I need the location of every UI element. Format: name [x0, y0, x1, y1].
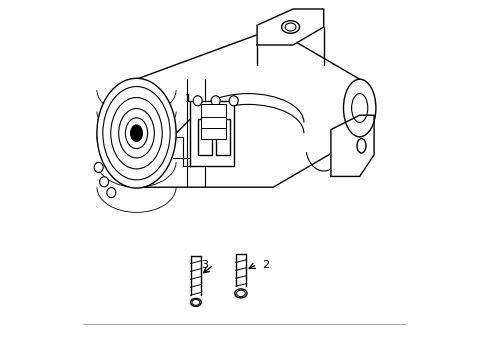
Ellipse shape: [100, 177, 108, 187]
Ellipse shape: [234, 289, 246, 298]
Text: 3: 3: [201, 260, 208, 270]
Ellipse shape: [211, 96, 220, 106]
FancyBboxPatch shape: [197, 119, 212, 155]
Ellipse shape: [106, 188, 116, 198]
Ellipse shape: [94, 162, 103, 172]
Ellipse shape: [97, 78, 176, 188]
Polygon shape: [257, 9, 323, 45]
Ellipse shape: [356, 139, 365, 153]
FancyBboxPatch shape: [201, 126, 226, 139]
Ellipse shape: [281, 21, 299, 33]
FancyBboxPatch shape: [201, 115, 226, 128]
Ellipse shape: [130, 125, 142, 141]
Polygon shape: [190, 101, 233, 166]
Polygon shape: [136, 29, 359, 187]
Text: 2: 2: [262, 260, 269, 270]
Ellipse shape: [193, 96, 202, 106]
Ellipse shape: [229, 96, 238, 106]
Ellipse shape: [343, 79, 375, 137]
FancyBboxPatch shape: [201, 104, 226, 117]
Polygon shape: [330, 115, 373, 176]
Text: 1: 1: [185, 94, 192, 104]
Ellipse shape: [190, 298, 201, 306]
FancyBboxPatch shape: [215, 119, 230, 155]
